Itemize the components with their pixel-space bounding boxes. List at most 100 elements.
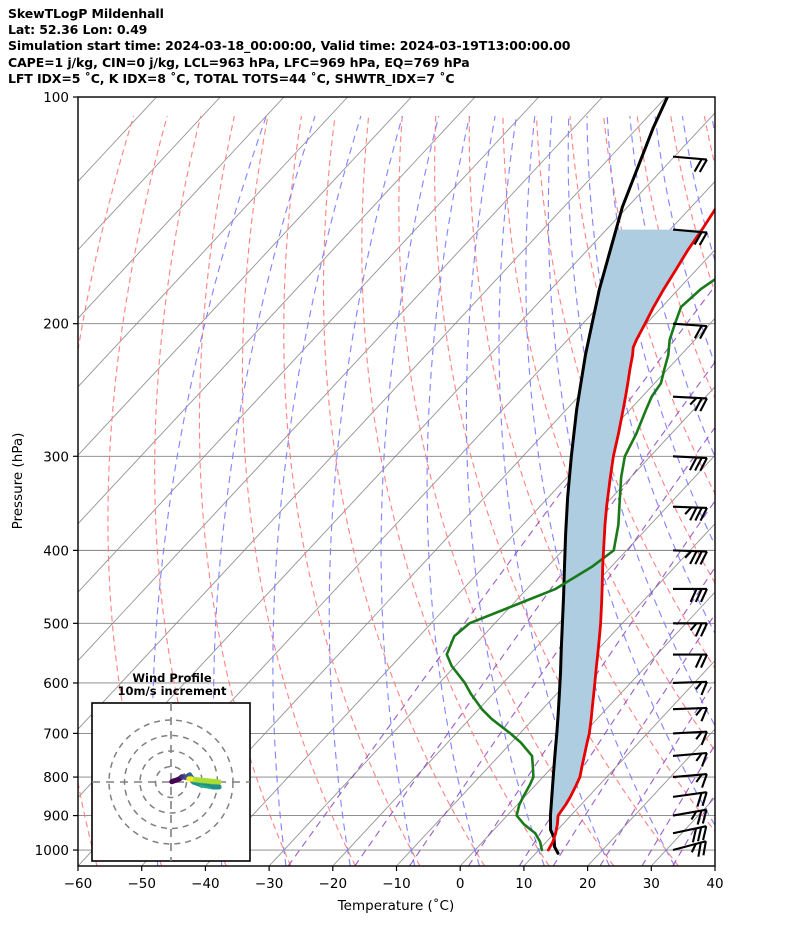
dry-adiabat-30 xyxy=(434,116,679,866)
wind-barb-1000 xyxy=(672,840,707,857)
barb-full xyxy=(699,397,708,412)
moist-adiabat--20 xyxy=(328,115,403,866)
dry-adiabat-110 xyxy=(703,115,715,168)
moist-adiabat-20 xyxy=(498,115,610,866)
barb-full xyxy=(698,159,708,173)
y-tick-label-800: 800 xyxy=(43,770,69,786)
barb-full xyxy=(700,731,708,746)
moist-adiabat-120 xyxy=(742,116,794,758)
dry-adiabat-0 xyxy=(322,115,486,866)
moist-adiabat-0 xyxy=(426,115,480,866)
y-tick-label-400: 400 xyxy=(43,543,69,559)
mixing-ratio-2 xyxy=(409,426,715,866)
sounding-curves xyxy=(445,97,715,855)
inset-title-line1: Wind Profile xyxy=(132,671,212,685)
x-tick-label-30: 30 xyxy=(643,876,660,892)
isotherm-0 xyxy=(459,591,715,866)
dry-adiabat--60 xyxy=(78,115,135,866)
y-tick-label-300: 300 xyxy=(43,449,69,465)
background-grid xyxy=(78,97,794,866)
moist-adiabat-110 xyxy=(711,115,715,137)
dry-adiabat-lines xyxy=(78,115,794,866)
barb-full xyxy=(691,828,698,843)
dry-adiabat--10 xyxy=(283,115,421,866)
x-tick-label-40: 40 xyxy=(706,876,723,892)
header-line-latlon: Lat: 52.36 Lon: 0.49 xyxy=(8,22,148,38)
isotherm--90 xyxy=(78,97,603,662)
barb-half xyxy=(695,681,703,690)
x-tick-label--40: −40 xyxy=(191,876,220,892)
dry-adiabat-20 xyxy=(398,116,615,866)
barb-full xyxy=(701,809,708,824)
wind-barb-300 xyxy=(672,455,708,472)
wind-barb-900 xyxy=(672,808,708,825)
header-line-cape: CAPE=1 j/kg, CIN=0 j/kg, LCL=963 hPa, LF… xyxy=(8,54,470,70)
isotherm-10 xyxy=(523,659,715,866)
moist-adiabat-10 xyxy=(465,115,545,866)
barb-half xyxy=(695,752,703,762)
header-block: SkewTLogP Mildenhall Lat: 52.36 Lon: 0.4… xyxy=(8,6,788,87)
x-tick-label--20: −20 xyxy=(319,876,348,892)
y-tick-label-700: 700 xyxy=(43,726,69,742)
barb-full xyxy=(700,588,708,603)
moist-adiabat-50 xyxy=(567,116,715,727)
x-tick-label--50: −50 xyxy=(127,876,156,892)
moist-adiabat-40 xyxy=(547,116,715,827)
barb-full xyxy=(689,588,698,603)
isotherm-50 xyxy=(779,97,794,866)
dry-adiabat--30 xyxy=(198,115,292,866)
moist-adiabat--10 xyxy=(380,115,440,866)
barb-full xyxy=(701,773,708,788)
barb-full xyxy=(694,654,703,668)
wind-barb-700 xyxy=(672,730,708,746)
barb-full xyxy=(700,622,708,637)
dry-adiabat-120 xyxy=(738,116,794,758)
barb-half xyxy=(690,810,698,820)
mixing-ratio-1 xyxy=(354,361,715,866)
barb-staff xyxy=(672,395,708,400)
barb-staff xyxy=(672,155,707,161)
barb-full xyxy=(698,232,708,246)
barb-half xyxy=(689,397,698,406)
dry-adiabat-50 xyxy=(502,116,715,752)
barb-full xyxy=(694,588,703,603)
wind-profile-inset[interactable]: Wind Profile 10m/s increment xyxy=(91,671,251,862)
inset-title-line2: 10m/s increment xyxy=(118,684,227,698)
isotherm--100 xyxy=(78,97,540,593)
x-tick-label--30: −30 xyxy=(255,876,284,892)
wind-barb-800 xyxy=(672,773,708,788)
barb-half xyxy=(695,773,703,783)
dry-adiabat-80 xyxy=(603,115,715,495)
barb-full xyxy=(696,810,703,825)
barb-full xyxy=(699,325,708,340)
wind-barb-750 xyxy=(672,751,708,767)
y-tick-label-200: 200 xyxy=(43,317,69,333)
moist-adiabat-60 xyxy=(586,116,715,635)
barb-full xyxy=(700,681,708,696)
barb-half xyxy=(684,506,693,515)
dry-adiabat-10 xyxy=(361,116,550,866)
barb-half xyxy=(695,707,703,717)
barb-full xyxy=(694,550,703,565)
dewpoint-curve xyxy=(445,277,715,852)
barb-full xyxy=(699,507,708,522)
moist-adiabat-70 xyxy=(606,116,715,547)
wind-barb-550 xyxy=(673,653,708,668)
dry-adiabat-40 xyxy=(468,116,715,833)
x-tick-label--60: −60 xyxy=(64,876,93,892)
isotherm-40 xyxy=(714,865,715,866)
barb-full xyxy=(694,457,703,471)
y-tick-label-500: 500 xyxy=(43,616,69,632)
wind-barb-500 xyxy=(673,622,708,637)
moist-adiabat-130 xyxy=(774,116,794,729)
wind-barb-950 xyxy=(672,825,708,843)
barb-full xyxy=(689,550,698,565)
barb-full xyxy=(699,551,708,565)
barb-full xyxy=(696,792,703,807)
barb-full xyxy=(702,841,707,856)
barb-full xyxy=(700,707,708,722)
moist-adiabat--30 xyxy=(272,115,362,866)
hodograph-axes xyxy=(92,703,250,861)
barb-full xyxy=(693,231,703,246)
